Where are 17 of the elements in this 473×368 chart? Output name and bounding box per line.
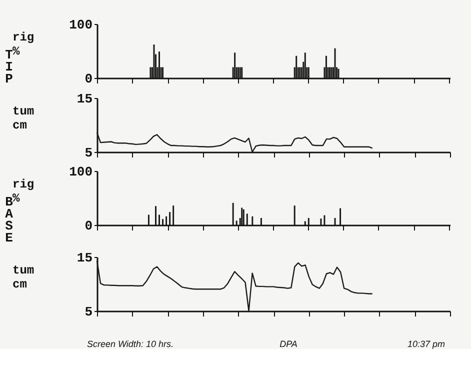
y-tick-label: 5 (84, 304, 93, 320)
text: BASE (5, 194, 14, 246)
y-tick-label: 0 (84, 72, 93, 86)
y-tick-label: 5 (84, 146, 93, 160)
text: TIP (5, 47, 14, 86)
y-tick-label: 100 (69, 164, 93, 180)
y-axis-title: rig % (12, 30, 34, 58)
y-tick-label: 15 (76, 92, 93, 106)
text: DPA (280, 339, 298, 349)
y-tick-label: 0 (84, 218, 93, 234)
y-axis-title: rig % (12, 177, 34, 206)
y-tick-label: 100 (69, 18, 93, 32)
text: Screen Width: 10 hrs. (87, 339, 174, 349)
y-axis-title: tum cm (12, 104, 34, 132)
y-axis-title: tum cm (12, 263, 34, 292)
y-tick-label: 15 (76, 250, 93, 266)
text: 10:37 pm (407, 339, 446, 349)
